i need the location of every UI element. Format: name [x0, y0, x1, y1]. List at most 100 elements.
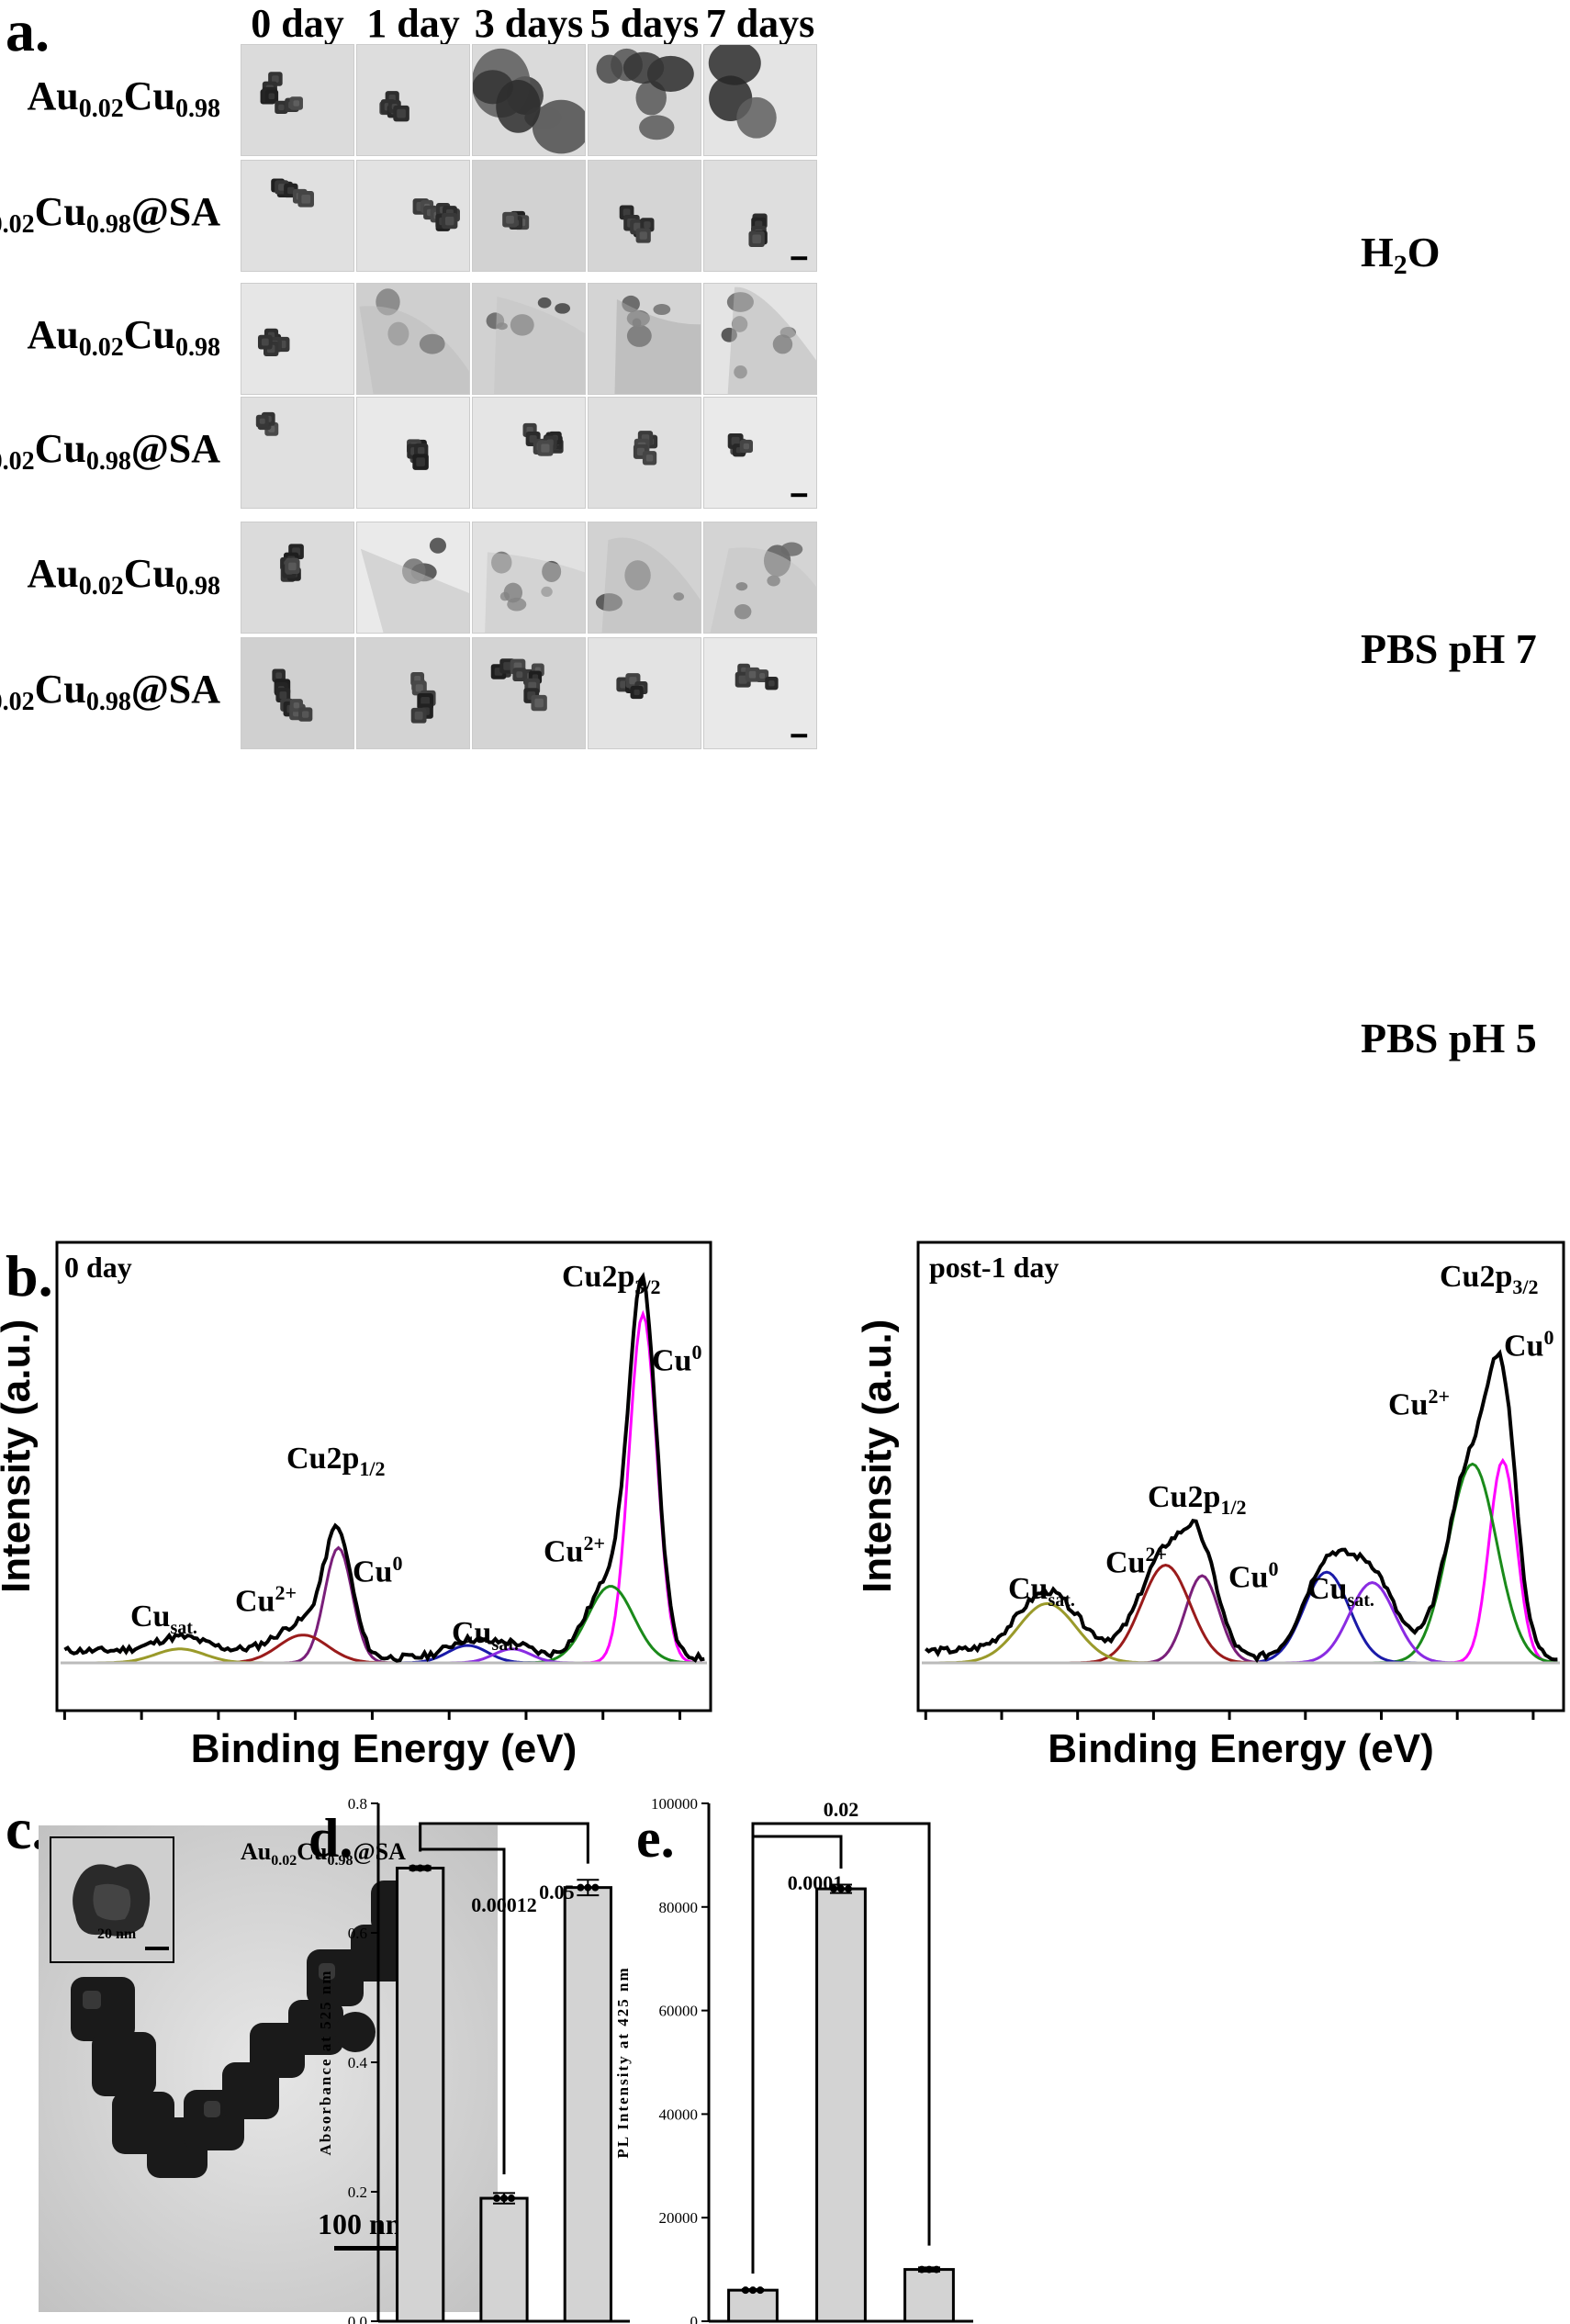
bar-chart-1-point-2-1 [925, 2265, 933, 2273]
column-header-2: 3 days [474, 1, 584, 46]
bar-chart-1-annotation-0: 0.0001 [788, 1871, 844, 1894]
tem-tile-r1-c4 [703, 160, 817, 272]
medium-label-water: H2O [1361, 229, 1441, 280]
bar-chart-0-letter: d. [308, 1808, 353, 1869]
column-header-3: 5 days [589, 1, 700, 46]
xps-left-frame [55, 1241, 712, 1712]
bar-chart-1-point-0-1 [749, 2286, 757, 2295]
tem-tile-r2-c1 [356, 283, 470, 395]
tem-tile-r2-c0 [241, 283, 354, 395]
medium-label-pbs5: PBS pH 5 [1361, 1015, 1537, 1061]
tem-tile-r2-c2 [472, 283, 586, 395]
xps-left-xlabel: Binding Energy (eV) [190, 1726, 578, 1771]
medium-label-pbs7: PBS pH 7 [1361, 625, 1537, 672]
bar-chart-0-bar-2 [563, 1886, 612, 2323]
bar-chart-1-point-1-2 [845, 1885, 852, 1893]
bar-chart-0-point-0-0 [409, 1864, 417, 1872]
bar-chart-1-point-2-2 [933, 2265, 940, 2273]
bar-chart-0-point-2-1 [584, 1883, 592, 1892]
bar-chart-1-point-1-1 [837, 1885, 845, 1893]
bar-chart-1-yticklabel-1: 20000 [659, 2209, 699, 2227]
tem-tile-r5-c1 [356, 637, 470, 749]
xps-right-label-cu2p12: Cu2p1/2 [1148, 1480, 1247, 1519]
xps-right-title: post-1 day [929, 1251, 1060, 1284]
row-label-4: Au0.02Cu0.98 [27, 551, 221, 601]
xps-right-xlabel: Binding Energy (eV) [1048, 1726, 1434, 1771]
bar-chart-1-yticklabel-3: 60000 [659, 2003, 699, 2020]
panel-c-inset [50, 1836, 174, 1963]
bar-chart-0-bar-1 [479, 2196, 529, 2323]
bar-chart-0-bracket-outer [419, 1822, 589, 1864]
xps-left-label-cu0-b: Cu0 [353, 1552, 403, 1589]
bar-chart-0-point-2-2 [591, 1883, 600, 1892]
row-label-2: Au0.02Cu0.98 [27, 312, 221, 362]
tem-tile-r2-c3 [588, 283, 701, 395]
bar-chart-0-point-0-1 [416, 1864, 424, 1872]
panel-c-scale-label: 100 nm [318, 2207, 410, 2240]
bar-chart-0-yticklabel-3: 0.6 [348, 1925, 367, 1942]
bar-chart-0-bar-0 [396, 1867, 445, 2323]
tem-tile-r3-c0 [241, 397, 354, 509]
bar-chart-1: e. 0 20000 40000 60000 80000 100000 PL Intensit… [614, 1795, 973, 2324]
bar-chart-0-ylabel: Absorbance at 525 nm [317, 1970, 334, 2156]
xps-right-label-cusat-a: Cusat. [1008, 1572, 1075, 1611]
bar-chart-1-yticklabel-2: 40000 [659, 2105, 699, 2123]
column-header-0: 0 day [251, 1, 344, 46]
xps-1-envelope [925, 1349, 1558, 1664]
tem-tile-r5-c2 [472, 637, 586, 749]
tem-tile-r2-c4 [703, 283, 817, 395]
bar-chart-1-bracket-inner [753, 1835, 843, 1869]
bar-chart-0-yticklabel-0: 0.0 [348, 2313, 367, 2324]
tem-tile-r4-c4 [703, 522, 817, 634]
xps-0-envelope [63, 1272, 705, 1663]
tem-tile-r0-c3 [588, 44, 701, 156]
tem-tile-r4-c2 [472, 522, 586, 634]
bar-chart-0-point-2-0 [577, 1883, 585, 1892]
xps-left [55, 1241, 712, 1712]
bar-chart-0-annotation-1: 0.05 [539, 1881, 575, 1903]
xps-right-frame [916, 1241, 1565, 1712]
xps-0-fit-sat2 [64, 1647, 705, 1665]
tem-tile-r1-c2 [472, 160, 586, 272]
bar-chart-0-point-1-1 [500, 2195, 508, 2203]
tem-tile-r1-c0 [241, 160, 354, 272]
xps-left-label-cu2-b: Cu2+ [235, 1581, 297, 1619]
tem-tile-r3-c2 [472, 397, 586, 509]
xps-panels: 9709659609559509459409359309709659609559… [55, 1241, 1565, 1720]
tem-tile-r1-c1 [356, 160, 470, 272]
tem-tile-r0-c1 [356, 44, 470, 156]
tem-tile-r5-c4 [703, 637, 817, 749]
panel-b-letter: b. [6, 1243, 53, 1308]
bar-chart-1-point-2-0 [918, 2265, 925, 2273]
tem-tile-r5-c0 [241, 637, 354, 749]
xps-left-label-cu2-a: Cu2+ [544, 1532, 606, 1569]
row-label-1: Au0.02Cu0.98@SA [0, 189, 220, 239]
bar-chart-0-yticklabel-2: 0.4 [348, 2054, 368, 2071]
xps-right-label-cu0-a: Cu0 [1504, 1326, 1554, 1364]
tem-tile-r3-c1 [356, 397, 470, 509]
row-label-0: Au0.02Cu0.98 [27, 73, 221, 123]
tem-tile-r4-c3 [588, 522, 701, 634]
bar-chart-1-letter: e. [636, 1808, 675, 1869]
bar-chart-1-point-0-0 [742, 2286, 749, 2295]
xps-left-label-cusat-a: Cusat. [130, 1600, 197, 1638]
tem-tile-r4-c1 [356, 522, 470, 634]
row-label-5: Au0.02Cu0.98@SA [0, 667, 220, 716]
bar-chart-0-annotation-0: 0.00012 [471, 1893, 537, 1916]
tem-tile-r4-c0 [241, 522, 354, 634]
xps-left-label-cu2p12: Cu2p1/2 [286, 1442, 386, 1480]
xps-right-label-cu2-a: Cu2+ [1388, 1385, 1451, 1422]
tem-tile-r1-c3 [588, 160, 701, 272]
xps-right-label-cusat-b: Cusat. [1307, 1572, 1374, 1611]
bar-chart-1-bar-0 [727, 2288, 779, 2323]
tem-tile-r0-c4 [703, 44, 817, 156]
panel-a-letter: a. [6, 0, 50, 63]
tem-tile-r3-c3 [588, 397, 701, 509]
panel-c-inset-scale-bar [145, 1947, 169, 1950]
bar-chart-0-yticklabel-4: 0.8 [348, 1795, 367, 1813]
xps-right-label-cu2-b: Cu2+ [1105, 1543, 1168, 1580]
bar-chart-0-point-1-0 [493, 2195, 500, 2203]
column-header-4: 7 days [705, 1, 815, 46]
